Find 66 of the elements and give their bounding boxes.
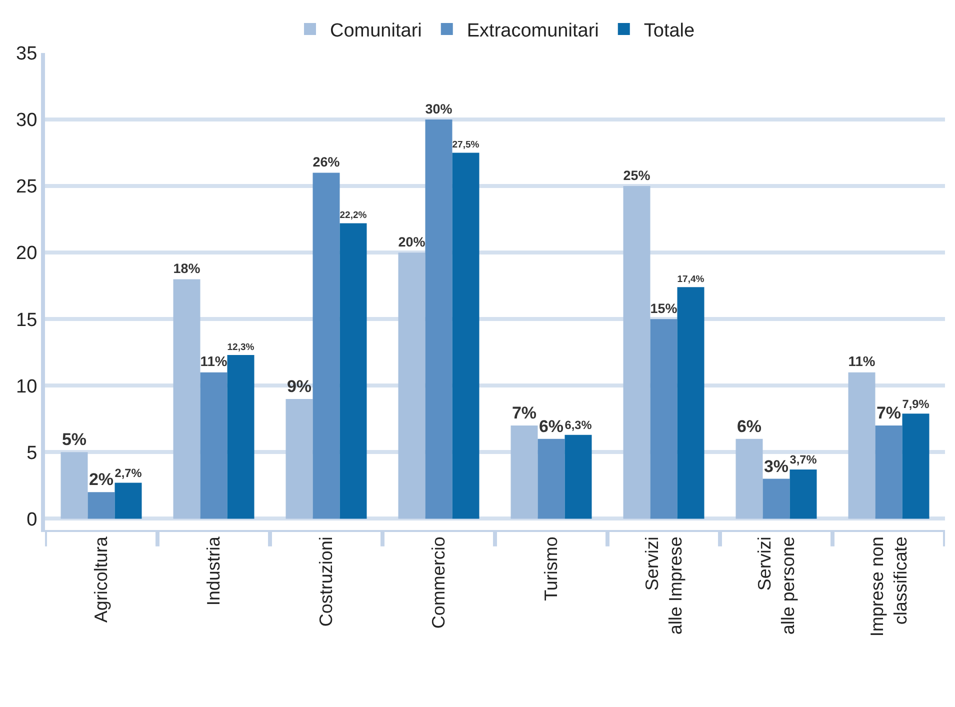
bar	[736, 438, 763, 519]
bar	[60, 452, 88, 519]
x-tick-label: Turismo	[541, 536, 562, 601]
bar	[425, 120, 452, 519]
y-tick-label: 5	[26, 442, 38, 464]
data-label: 30%	[425, 101, 452, 116]
legend-label: Comunitari	[330, 20, 422, 42]
bar	[340, 223, 367, 519]
data-label: 11%	[200, 353, 228, 370]
y-tick-label: 30	[16, 110, 38, 132]
bar	[88, 492, 115, 519]
x-tick-label: Costruzioni	[316, 536, 336, 627]
bar	[790, 469, 817, 519]
y-tick-label: 10	[16, 376, 38, 398]
legend-label: Extracomunitari	[466, 20, 599, 42]
y-tick-label: 25	[16, 176, 38, 198]
data-label: 25%	[623, 168, 650, 183]
x-tick-label: Servizi alle Imprese	[642, 536, 686, 635]
data-label: 6%	[736, 416, 762, 436]
bar	[312, 172, 340, 519]
x-tick-label: Commercio	[428, 536, 449, 629]
data-label: 3,7%	[790, 452, 818, 467]
bar	[564, 434, 592, 519]
x-tick-label: Imprese non classificate	[866, 536, 910, 637]
bar	[650, 319, 678, 519]
data-label: 26%	[312, 154, 340, 170]
bar	[227, 355, 254, 519]
bar	[623, 186, 650, 519]
y-tick-label: 15	[16, 310, 38, 331]
bar	[286, 398, 313, 519]
bar	[762, 478, 790, 519]
bar	[173, 279, 200, 519]
bar	[510, 426, 538, 519]
data-label: 6,3%	[564, 418, 592, 432]
y-tick-label: 0	[26, 509, 38, 530]
data-label: 20%	[398, 234, 426, 250]
data-label: 5%	[62, 430, 87, 450]
legend-label: Totale	[644, 20, 695, 42]
x-tick-label: Industria	[204, 536, 224, 606]
bar	[398, 252, 426, 519]
data-label: 7,9%	[902, 396, 930, 411]
data-label: 22,2%	[340, 210, 368, 222]
bar	[902, 414, 930, 519]
bar	[538, 438, 565, 519]
bar	[875, 426, 902, 519]
data-label: 7%	[876, 404, 902, 423]
data-label: 17,4%	[677, 274, 705, 285]
bar	[200, 372, 228, 519]
bar	[452, 152, 480, 519]
y-tick-label: 35	[16, 44, 38, 65]
data-label: 7%	[512, 404, 537, 423]
data-label: 11%	[848, 353, 876, 370]
data-label: 12,3%	[227, 342, 255, 353]
data-label: 15%	[650, 300, 678, 316]
data-label: 6%	[538, 416, 564, 436]
x-tick-label: Agricoltura	[91, 536, 112, 623]
bar	[848, 372, 876, 519]
bar	[677, 287, 704, 519]
data-label: 27,5%	[452, 140, 480, 151]
data-label: 9%	[286, 376, 312, 396]
data-label: 3%	[764, 456, 789, 476]
data-label: 18%	[173, 261, 200, 276]
data-label: 2%	[88, 470, 114, 490]
y-tick-label: 20	[16, 243, 38, 264]
bar	[114, 482, 142, 519]
data-label: 2,7%	[114, 466, 142, 480]
